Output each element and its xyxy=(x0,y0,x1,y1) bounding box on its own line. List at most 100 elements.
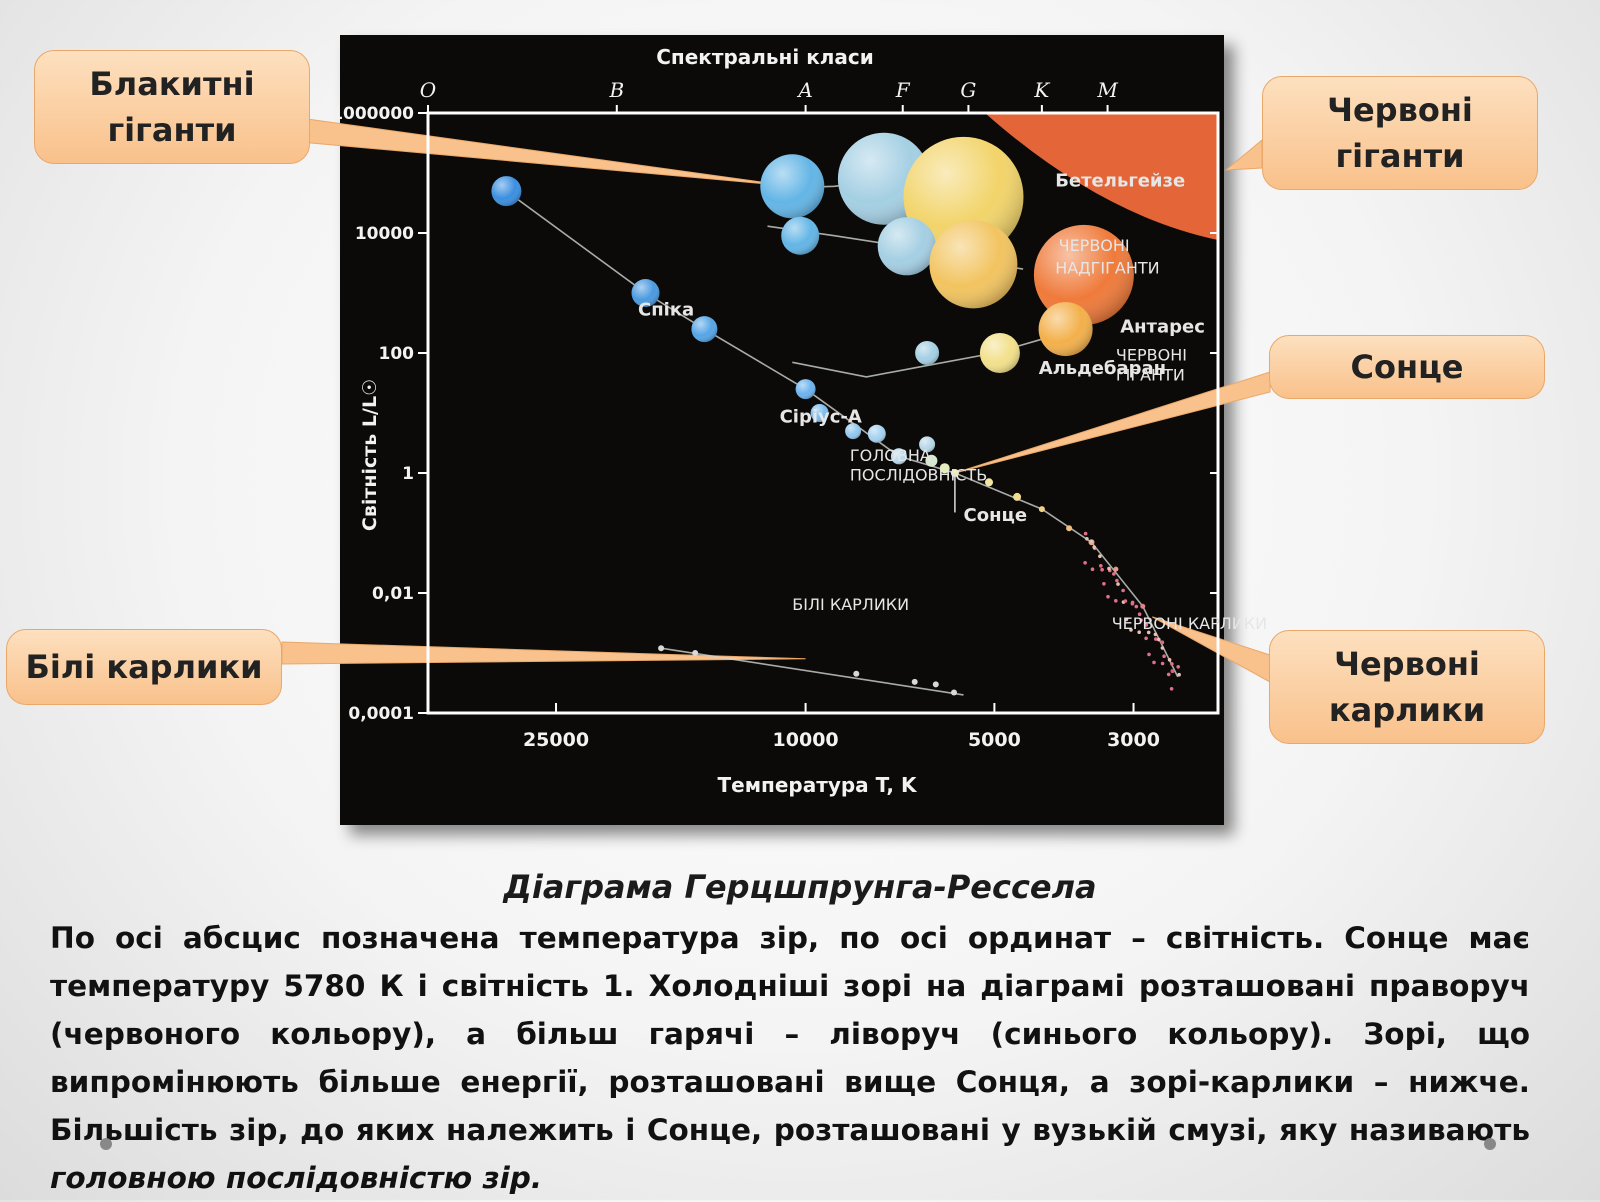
star-shade-0-0 xyxy=(491,176,522,207)
star-shade-0-5 xyxy=(845,423,862,440)
x-tick-label-1: 10000 xyxy=(773,729,839,751)
red-supergiant-region xyxy=(985,113,1218,240)
y-tick-label-4: 0,01 xyxy=(372,584,414,604)
spectral-class-A: A xyxy=(796,78,812,102)
annotation-5: Альдебаран xyxy=(1039,358,1166,379)
red-dwarf-dot-35 xyxy=(1152,660,1156,665)
slide-dot-left xyxy=(100,1138,112,1150)
star-0-9 xyxy=(939,463,950,474)
red-dwarf-dot-40 xyxy=(1166,672,1171,677)
callout-white-dwarfs: Білі карлики xyxy=(6,629,282,705)
star-shade-0-6 xyxy=(867,424,886,443)
red-dwarf-dot-5 xyxy=(1090,567,1095,571)
y-axis-label: Світність L/L☉ xyxy=(359,379,381,531)
leader-sun xyxy=(954,371,1271,474)
red-dwarf-dot-28 xyxy=(1137,612,1142,616)
red-dwarf-dot-29 xyxy=(1144,636,1148,641)
star-shade-2-3 xyxy=(919,436,936,453)
leader-blue-giants xyxy=(299,117,793,187)
red-dwarf-dot-43 xyxy=(1169,687,1174,691)
red-dwarf-dot-45 xyxy=(1177,672,1181,677)
red-dwarf-dot-42 xyxy=(1167,658,1172,662)
plot-frame xyxy=(426,111,1220,715)
star-0-16 xyxy=(1113,566,1119,572)
star-0-13 xyxy=(1038,506,1045,513)
star-0-8 xyxy=(925,454,938,467)
star-shade-1-3 xyxy=(781,216,820,255)
x-tick-label-0: 25000 xyxy=(523,729,589,751)
red-dwarf-dot-3 xyxy=(1089,539,1094,544)
stars xyxy=(491,132,1181,696)
star-shade-1-4 xyxy=(877,217,936,276)
annotation-10: ПОСЛІДОВНІСТЬ xyxy=(850,466,987,485)
y-tick-label-1: 10000 xyxy=(355,224,414,244)
x-tick-label-3: 3000 xyxy=(1107,729,1160,751)
axis-ticks xyxy=(418,105,1218,714)
sequence-line-4 xyxy=(660,647,964,696)
star-shade-1-0 xyxy=(760,154,825,219)
description-text: По осі абсцис позначена температура зір,… xyxy=(50,921,1530,1147)
red-dwarf-dot-23 xyxy=(1130,601,1135,606)
red-dwarf-dot-34 xyxy=(1154,637,1158,641)
annotation-13: ЧЕРВОНІ КАРЛИКИ xyxy=(1112,614,1267,633)
star-shade-0-2 xyxy=(691,316,718,343)
star-3-3 xyxy=(911,678,918,685)
red-dwarf-dot-15 xyxy=(1116,582,1120,586)
star-shade-0-4 xyxy=(810,404,829,422)
red-giant-region-shape xyxy=(985,113,1218,240)
red-dwarf-dot-37 xyxy=(1162,654,1166,658)
caption: Діаграма Герцшпрунга-Рессела xyxy=(503,868,1097,906)
annotation-11: Сонце xyxy=(964,505,1028,526)
red-dwarf-dot-20 xyxy=(1121,588,1125,593)
red-dwarf-dot-26 xyxy=(1139,618,1143,622)
spectral-class-O: O xyxy=(420,78,436,102)
annotation-3: Антарес xyxy=(1120,317,1205,338)
red-dwarf-dot-44 xyxy=(1176,665,1180,669)
red-dwarf-dot-16 xyxy=(1114,599,1118,603)
x-tick-label-2: 5000 xyxy=(968,729,1021,751)
red-dwarf-dot-1 xyxy=(1083,531,1088,536)
red-dwarf-dot-0 xyxy=(1085,537,1089,541)
star-shade-2-2 xyxy=(1038,302,1093,357)
spectral-class-K: K xyxy=(1033,78,1050,102)
star-shade-0-1 xyxy=(631,279,660,307)
annotation-0: Бетельгейзе xyxy=(1055,170,1185,191)
star-3-5 xyxy=(951,689,957,696)
callout-leaders xyxy=(281,117,1271,683)
star-0-17 xyxy=(1140,603,1146,609)
spectral-class-M: M xyxy=(1096,78,1118,102)
red-dwarf-dot-7 xyxy=(1099,564,1103,568)
star-shade-2-0 xyxy=(915,341,940,365)
leader-red-giants xyxy=(1224,138,1263,171)
y-tick-label-2: 100 xyxy=(379,344,415,364)
annotation-1: ЧЕРВОНІ xyxy=(1059,236,1130,255)
red-dwarf-dot-9 xyxy=(1098,554,1102,558)
star-shade-1-6 xyxy=(1033,224,1134,325)
star-shade-2-1 xyxy=(979,333,1020,373)
star-shade-1-5 xyxy=(929,220,1018,309)
red-dwarf-dot-39 xyxy=(1160,646,1165,650)
red-dwarf-dot-14 xyxy=(1112,572,1116,576)
axis-labels: 1000000 10000 100 1 0,01 0,0001 25000 10000 5000… xyxy=(331,45,1160,797)
red-dwarf-dot-24 xyxy=(1129,628,1133,632)
callout-sun: Сонце xyxy=(1269,335,1545,399)
star-0-12 xyxy=(1013,492,1022,501)
plot-frame-rect xyxy=(426,111,1220,715)
red-dwarf-dot-12 xyxy=(1107,566,1111,571)
red-dwarf-dot-33 xyxy=(1153,632,1158,637)
annotation-7: ГІГАНТИ xyxy=(1116,365,1185,384)
callout-blue-giants: Блакитні гіганти xyxy=(34,50,310,164)
leader-white-dwarfs xyxy=(281,641,806,665)
red-dwarf-dot-25 xyxy=(1134,604,1139,609)
y-tick-label-0: 1000000 xyxy=(331,104,414,124)
star-3-2 xyxy=(853,670,860,677)
red-dwarf-dot-2 xyxy=(1083,561,1087,565)
annotation-8: Сіріус-А xyxy=(780,406,862,427)
description-emphasis: головною послідовністю зір. xyxy=(50,1161,543,1195)
spectral-class-B: B xyxy=(608,78,624,102)
chart-title: Спектральні класи xyxy=(656,45,874,69)
callout-red-dwarfs: Червоні карлики xyxy=(1269,630,1545,744)
description: По осі абсцис позначена температура зір,… xyxy=(50,914,1530,1202)
star-0-19 xyxy=(1170,669,1175,674)
